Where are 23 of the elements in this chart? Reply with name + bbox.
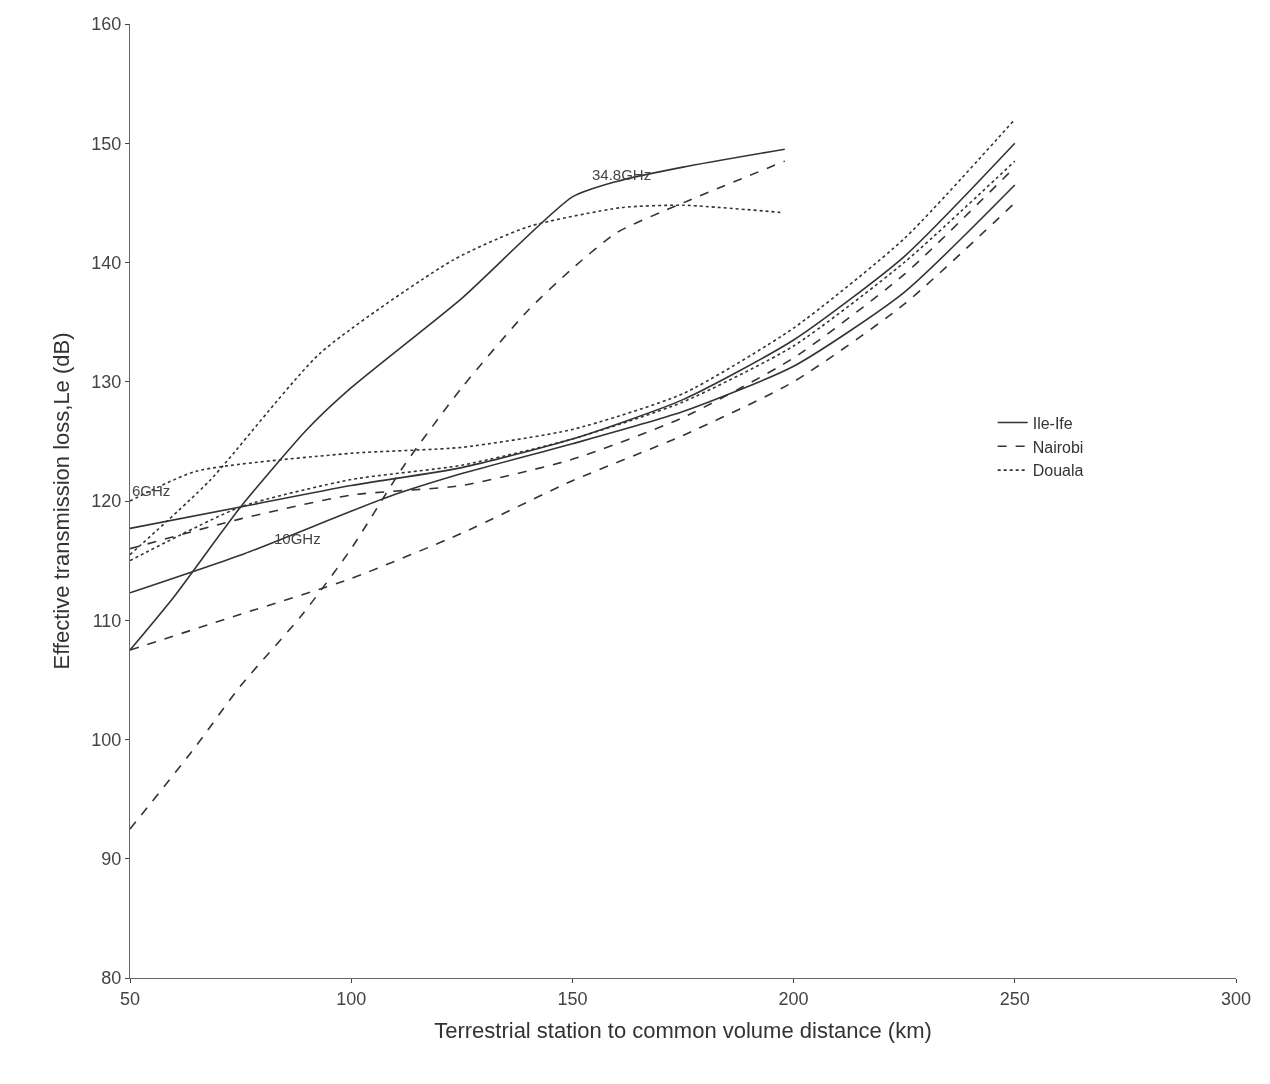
legend-label: Ile-Ife bbox=[1032, 414, 1073, 432]
annotation: 34.8GHz bbox=[592, 166, 652, 183]
legend-label: Douala bbox=[1032, 462, 1084, 480]
y-tick-label: 140 bbox=[91, 252, 122, 273]
y-tick-label: 80 bbox=[101, 968, 122, 989]
x-tick-label: 100 bbox=[336, 988, 367, 1009]
y-tick-label: 90 bbox=[101, 849, 122, 870]
y-tick-label: 120 bbox=[91, 491, 122, 512]
x-axis-title: Terrestrial station to common volume distance (km) bbox=[434, 1018, 932, 1044]
legend-label: Nairobi bbox=[1032, 438, 1084, 456]
y-tick-label: 110 bbox=[92, 610, 122, 631]
annotation: 6GHz bbox=[132, 482, 171, 499]
y-tick-label: 150 bbox=[91, 133, 122, 154]
x-tick-label: 150 bbox=[557, 988, 588, 1009]
x-tick-label: 250 bbox=[999, 988, 1030, 1009]
y-tick-label: 160 bbox=[91, 14, 122, 35]
y-axis-title: Effective transmission loss,Le (dB) bbox=[49, 332, 75, 670]
x-tick-label: 200 bbox=[778, 988, 809, 1009]
x-tick-label: 300 bbox=[1220, 988, 1252, 1009]
y-tick-label: 130 bbox=[91, 372, 122, 393]
y-tick-label: 100 bbox=[91, 729, 122, 750]
annotation: 10GHz bbox=[274, 530, 321, 547]
x-tick-label: 50 bbox=[119, 988, 141, 1009]
